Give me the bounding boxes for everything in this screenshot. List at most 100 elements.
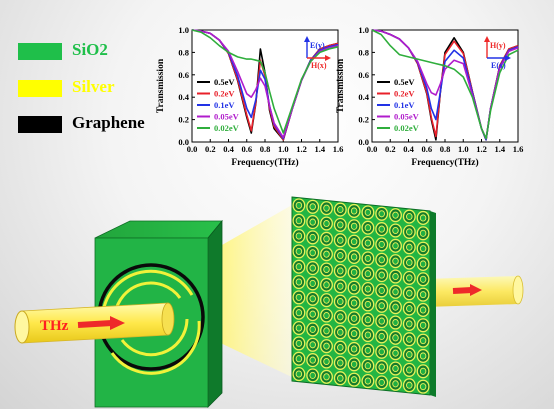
unit-cell [361,205,375,220]
chart-ey-x-tick-label: 0.0 [187,144,198,154]
graphene-swatch [18,116,62,133]
transmission-chart-ey: 0.0 0.2 0.4 0.6 0.8 1.0 1.2 1.4 1.6 0.0 0.2 0.4 0.6 0… [156,25,343,168]
chart-ex-x-tick-label: 0.2 [385,144,396,154]
unit-cell [333,309,347,324]
unit-cell [416,287,430,302]
unit-cell [292,244,306,259]
unit-cell [375,237,389,252]
unit-cell [416,318,430,333]
unit-cell [320,339,333,354]
unit-cell [306,322,320,337]
unit-cell [292,366,306,382]
unit-cell [320,308,333,323]
unit-cell [402,347,416,362]
unit-cell [292,259,306,274]
chart-ex-x-tick-label: 1.2 [476,144,487,154]
unit-cell [361,312,375,327]
chart-ex-x-tick-label: 0.6 [421,144,432,154]
unit-cell [402,270,416,285]
unit-cell [320,293,333,308]
unit-cell [361,358,375,373]
chart-ex-y-tick-label: 0.8 [358,47,369,57]
unit-cell [347,295,361,311]
unit-cell [375,314,389,329]
unit-cell [361,235,375,251]
unit-cell [292,290,306,305]
chart-ey-x-tick-label: 0.6 [241,144,252,154]
unit-cell [333,279,347,294]
unit-cell [416,364,430,379]
unit-cell [375,268,389,283]
silver-label: Silver [72,77,115,96]
unit-cell [320,277,333,292]
unit-cell [375,298,389,313]
silver-ring-inner [113,281,182,316]
chart-ey-y-tick-label: 0.0 [178,137,189,147]
unit-cell [361,281,375,297]
chart-ex-x-tick-label: 1.0 [458,144,469,154]
unit-cell [347,249,361,265]
unit-cell [402,301,416,316]
unit-cell [389,208,402,223]
unit-cell [333,294,347,309]
chart-ey-y-tick-label: 0.2 [178,115,189,125]
unit-cell [292,351,306,366]
unit-cell [389,269,402,284]
unit-cell [389,223,402,238]
unit-cell [375,360,389,375]
unit-cell [306,215,320,230]
unit-cell [389,330,402,345]
chart-ex-y-tick-label: 0.6 [358,70,369,80]
chart-ex-legend-label: 0.02eV [394,123,420,133]
unit-cell [333,263,347,278]
unit-cell [320,216,333,231]
unit-cell [320,231,333,246]
chart-ey-x-tick-label: 1.4 [314,144,325,154]
chart-ey-polarization-icon: E(y) H(x) [304,36,331,70]
chart-ey-legend-label: 0.2eV [214,89,235,99]
chart-ex-x-tick-label: 0.4 [403,144,414,154]
unit-cell [402,255,416,270]
unit-cell [402,332,416,347]
unit-cell [333,233,347,248]
unit-cell [306,199,320,214]
chart-ey-legend-label: 0.1eV [214,100,235,110]
unit-cell [306,245,320,260]
chart-ey-series-line [191,29,339,134]
unit-cell [416,272,430,287]
chart-ex-legend-label: 0.5eV [394,77,415,87]
unit-cell [347,326,361,341]
unit-cell [389,346,402,361]
chart-ey-x-tick-label: 1.2 [296,144,307,154]
input-beam: THz [14,302,175,344]
unit-cell [347,341,361,357]
unit-cell [361,373,375,389]
unit-cell [402,362,416,377]
graphene-metasurface [291,196,436,397]
unit-cell [361,343,375,358]
chart-ex-legend-label: 0.2eV [394,89,415,99]
unit-cell [375,283,389,298]
chart-ey-y-tick-label: 0.6 [178,70,189,80]
chart-ey-legend-label: 0.05eV [214,112,240,122]
chart-ey-x-tick-label: 1.0 [278,144,289,154]
chart-ey-polarization-horizontal-label: H(x) [311,61,327,70]
chart-ey-x-tick-label: 0.2 [205,144,216,154]
chart-ex-plot-area [371,29,519,143]
unit-cell [292,274,306,290]
unit-cell [320,354,333,369]
silver-swatch [18,80,62,97]
unit-cell [306,261,320,276]
unit-cell [292,320,306,336]
unit-cell [333,217,347,232]
unit-cell [306,307,320,322]
unit-cell [416,348,430,364]
unit-cell [347,203,361,219]
unit-cell [306,368,320,383]
chart-ey-x-tick-label: 0.4 [223,144,234,154]
unit-cell [320,262,333,277]
unit-cell [416,256,430,272]
unit-cell [416,241,430,256]
chart-ex-y-tick-label: 1.0 [358,25,369,35]
